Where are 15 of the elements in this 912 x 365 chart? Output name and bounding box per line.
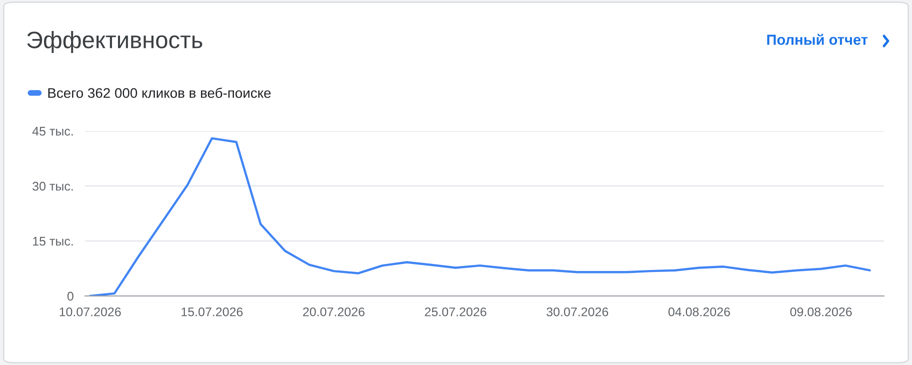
legend-label: Всего 362 000 кликов в веб-поиске	[48, 88, 271, 98]
line-series	[88, 137, 871, 296]
y-tick-label: 0	[67, 292, 74, 301]
text: Полный отчет	[767, 34, 868, 45]
chart-title: Эффективность	[27, 30, 202, 54]
x-tick-label: 15.07.2026	[182, 307, 243, 316]
y-tick-label: 30 тыс.	[32, 182, 73, 191]
y-tick-label: 45 тыс.	[32, 126, 73, 136]
x-tick-label: 30.07.2026	[546, 307, 608, 316]
y-tick-label: 15 тыс.	[33, 236, 73, 246]
x-tick-label: 25.07.2026	[424, 307, 486, 316]
x-tick-label: 10.07.2026	[60, 307, 121, 316]
x-tick-label: 04.08.2026	[668, 307, 730, 316]
x-tick-label: 09.08.2026	[790, 307, 852, 316]
x-tick-label: 20.07.2026	[303, 307, 364, 316]
